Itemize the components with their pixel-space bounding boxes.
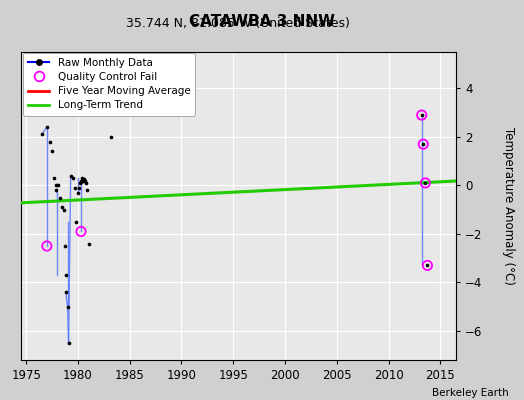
Point	[419, 141, 428, 147]
Point	[51, 182, 60, 188]
Point	[421, 180, 430, 186]
Point	[80, 176, 88, 182]
Point	[77, 178, 85, 185]
Point	[71, 185, 80, 191]
Point	[62, 289, 70, 295]
Text: CATAWBA 3 NNW: CATAWBA 3 NNW	[189, 14, 335, 29]
Point	[79, 177, 88, 184]
Legend: Raw Monthly Data, Quality Control Fail, Five Year Moving Average, Long-Term Tren: Raw Monthly Data, Quality Control Fail, …	[23, 53, 195, 116]
Point	[423, 262, 432, 269]
Point	[38, 131, 46, 138]
Title: 35.744 N, 81.085 W (United States): 35.744 N, 81.085 W (United States)	[126, 17, 351, 30]
Point	[421, 180, 430, 186]
Point	[54, 182, 62, 188]
Point	[56, 194, 64, 201]
Point	[64, 340, 73, 346]
Point	[418, 112, 426, 118]
Point	[74, 190, 82, 196]
Point	[72, 218, 81, 225]
Point	[42, 243, 51, 249]
Point	[423, 262, 432, 269]
Point	[58, 204, 67, 210]
Point	[77, 177, 85, 184]
Point	[82, 180, 90, 186]
Point	[62, 272, 70, 278]
Point	[69, 175, 77, 181]
Point	[418, 112, 426, 118]
Point	[63, 304, 72, 310]
Text: Berkeley Earth: Berkeley Earth	[432, 388, 508, 398]
Point	[60, 206, 68, 213]
Point	[46, 138, 54, 145]
Point	[419, 141, 428, 147]
Point	[81, 177, 89, 184]
Point	[74, 185, 83, 191]
Point	[107, 134, 115, 140]
Point	[85, 240, 93, 247]
Point	[61, 243, 69, 249]
Point	[67, 172, 75, 179]
Point	[42, 124, 51, 130]
Point	[82, 187, 91, 194]
Point	[78, 175, 86, 181]
Point	[48, 148, 56, 155]
Y-axis label: Temperature Anomaly (°C): Temperature Anomaly (°C)	[501, 127, 515, 285]
Point	[75, 180, 84, 186]
Point	[77, 228, 85, 235]
Point	[50, 175, 58, 181]
Point	[52, 187, 60, 194]
